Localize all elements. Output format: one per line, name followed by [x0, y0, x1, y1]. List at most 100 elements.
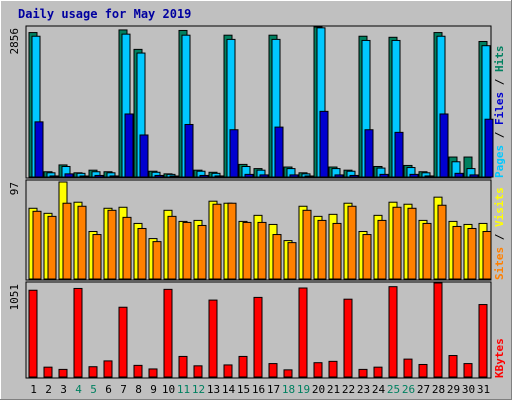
bar-kbytes-day-3: [58, 368, 68, 378]
bar-pages-day-29: [454, 172, 464, 178]
x-tick-label: 3: [60, 383, 67, 396]
bar-sites-day-25: [392, 206, 402, 280]
x-tick-label: 25: [387, 383, 400, 396]
y-max-label: 97: [8, 182, 21, 195]
bar-pages-day-28: [439, 113, 449, 178]
bar-sites-day-22: [347, 205, 357, 280]
x-tick-label: 8: [135, 383, 142, 396]
bar-kbytes-day-2: [43, 366, 53, 378]
x-tick-label: 17: [267, 383, 280, 396]
x-tick-label: 12: [192, 383, 205, 396]
x-tick-label: 16: [252, 383, 265, 396]
bar-sites-day-7: [122, 216, 132, 280]
legend-item-visits: Visits: [493, 187, 506, 227]
bar-kbytes-day-28: [433, 282, 443, 378]
x-tick-label: 18: [282, 383, 295, 396]
bar-sites-day-10: [167, 215, 177, 280]
bar-pages-day-11: [184, 123, 194, 178]
bar-pages-day-27: [424, 175, 434, 178]
bar-kbytes-day-30: [463, 363, 473, 378]
bar-kbytes-day-11: [178, 355, 188, 378]
bar-pages-day-26: [409, 173, 419, 178]
bar-kbytes-day-10: [163, 288, 173, 378]
legend-hits-files-pages: Pages / Files / Hits: [493, 46, 506, 179]
bar-kbytes-day-12: [193, 365, 203, 378]
bar-pages-day-16: [259, 174, 269, 178]
bar-pages-day-25: [394, 131, 404, 178]
bar-sites-day-13: [212, 203, 222, 280]
bar-kbytes-day-6: [103, 360, 113, 378]
bar-kbytes-day-4: [73, 287, 83, 378]
bar-pages-day-18: [289, 174, 299, 178]
bar-sites-day-1: [32, 210, 42, 280]
bar-sites-day-17: [272, 234, 282, 280]
x-tick-label: 4: [75, 383, 82, 396]
bar-sites-day-31: [482, 231, 492, 280]
legend-kbytes: KBytes: [493, 338, 506, 378]
panel-border: [25, 25, 492, 179]
bar-kbytes-day-31: [478, 304, 488, 378]
bar-kbytes-day-24: [373, 366, 383, 378]
bar-kbytes-day-16: [253, 296, 263, 378]
bar-pages-day-9: [154, 174, 164, 178]
x-tick-label: 26: [402, 383, 415, 396]
bar-sites-day-19: [302, 209, 312, 280]
x-tick-label: 10: [162, 383, 175, 396]
x-tick-label: 23: [357, 383, 370, 396]
bar-kbytes-day-7: [118, 306, 128, 378]
bar-sites-day-28: [437, 204, 447, 280]
bar-pages-day-10: [169, 175, 179, 178]
bar-pages-day-31: [484, 118, 494, 178]
bar-kbytes-day-5: [88, 366, 98, 378]
legend-item-kbytes: KBytes: [493, 338, 506, 378]
bar-pages-day-7: [124, 113, 134, 178]
x-tick-label: 7: [120, 383, 127, 396]
bar-kbytes-day-23: [358, 368, 368, 378]
bar-kbytes-day-15: [238, 355, 248, 378]
bar-sites-day-27: [422, 222, 432, 280]
bar-pages-day-14: [229, 129, 239, 178]
bar-kbytes-day-14: [223, 364, 233, 378]
bar-sites-day-20: [317, 219, 327, 280]
y-max-label: 1051: [8, 284, 21, 311]
x-tick-label: 20: [312, 383, 325, 396]
bar-pages-day-3: [64, 173, 74, 178]
legend-item-hits: Hits: [493, 46, 506, 73]
x-tick-label: 21: [327, 383, 340, 396]
bar-pages-day-23: [364, 129, 374, 178]
bar-sites-day-9: [152, 241, 162, 280]
x-axis: 1 2 3 4 5 6 7 8 9 10 11 12 13 14 15 16 17 18 19 20 21 22 23 24 2…: [30, 383, 490, 396]
bar-sites-day-5: [92, 234, 102, 280]
bar-sites-day-14: [227, 202, 237, 280]
x-tick-label: 5: [90, 383, 97, 396]
x-tick-label: 29: [447, 383, 460, 396]
legend-visits-sites: Sites / Visits: [493, 187, 506, 280]
x-tick-label: 2: [45, 383, 52, 396]
bar-pages-day-17: [274, 126, 284, 178]
x-tick-label: 11: [177, 383, 190, 396]
x-tick-label: 28: [432, 383, 445, 396]
bar-sites-day-21: [332, 222, 342, 280]
bar-pages-day-12: [199, 174, 209, 178]
bar-pages-day-2: [49, 175, 59, 178]
x-tick-label: 30: [462, 383, 475, 396]
bar-pages-day-21: [334, 174, 344, 178]
bar-sites-day-23: [362, 234, 372, 280]
legend-item-files: Files: [493, 92, 506, 125]
bar-kbytes-day-1: [28, 289, 38, 378]
x-tick-label: 14: [222, 383, 236, 396]
bar-pages-day-30: [469, 174, 479, 178]
bar-pages-day-15: [244, 173, 254, 178]
x-tick-label: 13: [207, 383, 220, 396]
x-tick-label: 24: [372, 383, 386, 396]
bar-pages-day-8: [139, 134, 149, 178]
bar-sites-day-6: [107, 209, 117, 280]
bar-sites-day-26: [407, 207, 417, 280]
x-tick-label: 27: [417, 383, 430, 396]
x-tick-label: 1: [30, 383, 37, 396]
bar-pages-day-13: [214, 175, 224, 178]
bar-sites-day-16: [257, 221, 267, 280]
bar-sites-day-30: [467, 227, 477, 280]
bar-sites-day-18: [287, 242, 297, 280]
chart-panels: 2856 Pages / Files / Hits 97 Sites / Visits…: [8, 25, 506, 379]
